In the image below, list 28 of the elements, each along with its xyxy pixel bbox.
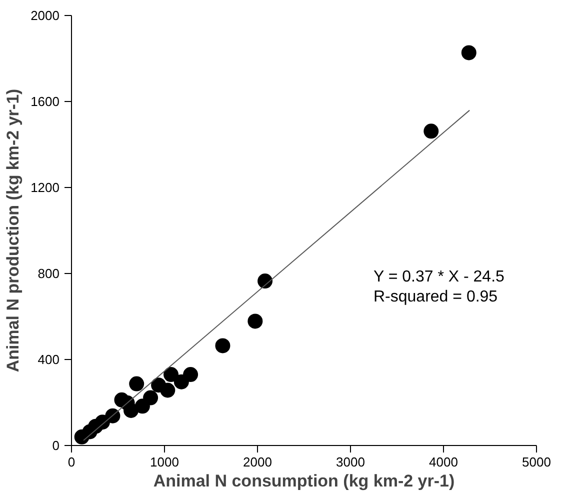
point (105, 408, 120, 424)
x-tick-label: 5000 (522, 454, 551, 470)
annotation: Y = 0.37 * X - 24.5 (374, 268, 505, 286)
x-tick-label: 4000 (429, 454, 458, 470)
point (461, 45, 476, 60)
point (129, 376, 144, 392)
point (248, 314, 263, 329)
annotation: R-squared = 0.95 (374, 288, 498, 306)
y-tick-label: 1200 (30, 180, 60, 195)
x-axis-title: Animal N consumption (kg km-2 yr-1) (153, 472, 455, 490)
point (124, 402, 139, 418)
y-tick-label: 1600 (30, 94, 60, 109)
y-tick-label: 800 (38, 266, 60, 281)
x-tick-label: 1000 (150, 454, 179, 470)
x-tick-label: 2000 (243, 454, 272, 470)
point (164, 367, 179, 382)
point (258, 274, 273, 289)
y-tick-label: 2000 (30, 8, 60, 23)
point (183, 367, 198, 382)
y-tick-label: 0 (52, 438, 60, 453)
point (424, 124, 439, 139)
y-tick-label: 400 (38, 352, 60, 367)
point (143, 390, 158, 406)
x-tick-label: 3000 (336, 454, 365, 470)
y-axis-title: Animal N production (kg km-2 yr-1) (4, 88, 23, 372)
x-tick-label: 0 (68, 454, 76, 470)
point (215, 338, 230, 354)
point (160, 382, 176, 398)
